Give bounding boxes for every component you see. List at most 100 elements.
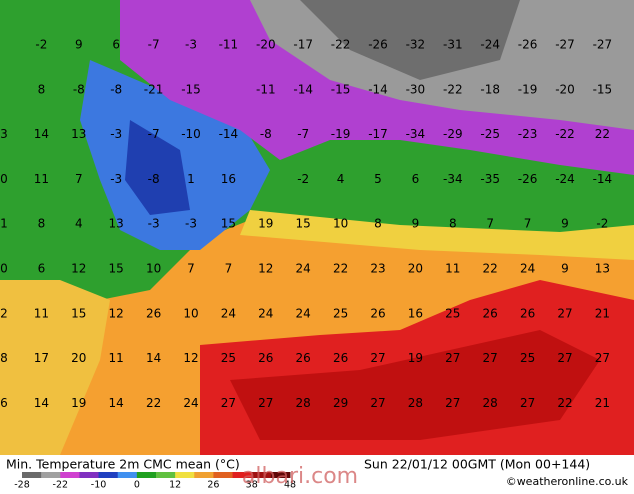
legend-swatch	[194, 472, 214, 478]
temperature-value: 7	[486, 217, 494, 231]
watermark: albari.com	[242, 464, 358, 489]
temperature-value: 24	[258, 306, 273, 320]
temperature-value: 25	[445, 306, 460, 320]
temperature-value: 27	[370, 396, 385, 410]
temperature-value: -7	[148, 38, 160, 52]
temperature-value: 27	[445, 351, 460, 365]
legend-swatch	[99, 472, 119, 478]
temperature-value: -3	[185, 217, 197, 231]
temperature-value: 21	[595, 306, 610, 320]
temperature-value: 6	[0, 396, 8, 410]
legend-swatch	[137, 472, 157, 478]
temperature-value: 22	[333, 262, 348, 276]
temperature-value: -20	[256, 38, 276, 52]
temperature-value: -34	[443, 172, 463, 186]
temperature-value: -32	[406, 38, 426, 52]
temperature-value: 19	[408, 351, 423, 365]
temperature-value: -34	[406, 127, 426, 141]
temperature-value: 17	[34, 351, 49, 365]
temperature-value: 26	[146, 306, 161, 320]
credit: ©weatheronline.co.uk	[506, 475, 629, 488]
temperature-value: 24	[296, 306, 311, 320]
temperature-value: -19	[518, 82, 538, 96]
temperature-value: -7	[297, 127, 309, 141]
temperature-value: -22	[331, 38, 351, 52]
temperature-value: 27	[520, 396, 535, 410]
temperature-value: 28	[483, 396, 498, 410]
temperature-value: 15	[71, 306, 86, 320]
temperature-value: -18	[480, 82, 500, 96]
temperature-value: -7	[148, 127, 160, 141]
legend-swatch	[41, 472, 61, 478]
temperature-value: 3	[0, 127, 8, 141]
temperature-value: 8	[0, 351, 8, 365]
temperature-value: 26	[520, 306, 535, 320]
temperature-value: -8	[260, 127, 272, 141]
temperature-value: 14	[34, 396, 49, 410]
temperature-value: -3	[185, 38, 197, 52]
legend-swatch	[213, 472, 233, 478]
temperature-value: 28	[408, 396, 423, 410]
temperature-value: 15	[296, 217, 311, 231]
temperature-value: -17	[293, 38, 313, 52]
temperature-value: -27	[593, 38, 613, 52]
temperature-value: 23	[370, 262, 385, 276]
temperature-value: 27	[370, 351, 385, 365]
temperature-value: -14	[368, 82, 388, 96]
temperature-value: 4	[337, 172, 345, 186]
temperature-value: 10	[333, 217, 348, 231]
temperature-value: 14	[34, 127, 49, 141]
temperature-value: 9	[561, 217, 569, 231]
temperature-value: -2	[596, 217, 608, 231]
temperature-value: 7	[75, 172, 83, 186]
temperature-value: -24	[555, 172, 575, 186]
legend-label: 12	[169, 480, 181, 491]
temperature-value: 29	[333, 396, 348, 410]
temperature-value: -15	[331, 82, 351, 96]
map-title: Min. Temperature 2m CMC mean (°C)	[6, 457, 240, 472]
temperature-value: 22	[146, 396, 161, 410]
temperature-value: 25	[221, 351, 236, 365]
temperature-value: -8	[73, 82, 85, 96]
temperature-value: 11	[34, 172, 49, 186]
temperature-value: 21	[595, 396, 610, 410]
temperature-value: 24	[183, 396, 198, 410]
temperature-value: 26	[296, 351, 311, 365]
temperature-value: 15	[221, 217, 236, 231]
temperature-value: -30	[406, 82, 426, 96]
temperature-value: -26	[518, 172, 538, 186]
temperature-value: -11	[256, 82, 276, 96]
temperature-value: 19	[71, 396, 86, 410]
temperature-value: 11	[445, 262, 460, 276]
temperature-value: -3	[110, 127, 122, 141]
temperature-value: 20	[408, 262, 423, 276]
temperature-value: 26	[333, 351, 348, 365]
temperature-value: 26	[370, 306, 385, 320]
temperature-value: 7	[187, 262, 195, 276]
temperature-value: 25	[520, 351, 535, 365]
temperature-value: 22	[557, 396, 572, 410]
temperature-value: 4	[75, 217, 83, 231]
temperature-value: 27	[595, 351, 610, 365]
temperature-value: -31	[443, 38, 463, 52]
temperature-value: -35	[480, 172, 500, 186]
temperature-value: -23	[518, 127, 538, 141]
temperature-value: 9	[412, 217, 420, 231]
temperature-value: -14	[593, 172, 613, 186]
temperature-value: 13	[595, 262, 610, 276]
temperature-value: 19	[258, 217, 273, 231]
temperature-value: 1	[0, 217, 8, 231]
temperature-value: -19	[331, 127, 351, 141]
temperature-value: -10	[181, 127, 201, 141]
temperature-value: 20	[71, 351, 86, 365]
temperature-value: 6	[412, 172, 420, 186]
temperature-value: 10	[146, 262, 161, 276]
temperature-value: -2	[297, 172, 309, 186]
temperature-value: 8	[38, 82, 46, 96]
temperature-value: 8	[38, 217, 46, 231]
temperature-value: -21	[144, 82, 164, 96]
temperature-value: -26	[368, 38, 388, 52]
temperature-value: 12	[109, 306, 124, 320]
legend-swatch	[175, 472, 195, 478]
temperature-value: 22	[595, 127, 610, 141]
